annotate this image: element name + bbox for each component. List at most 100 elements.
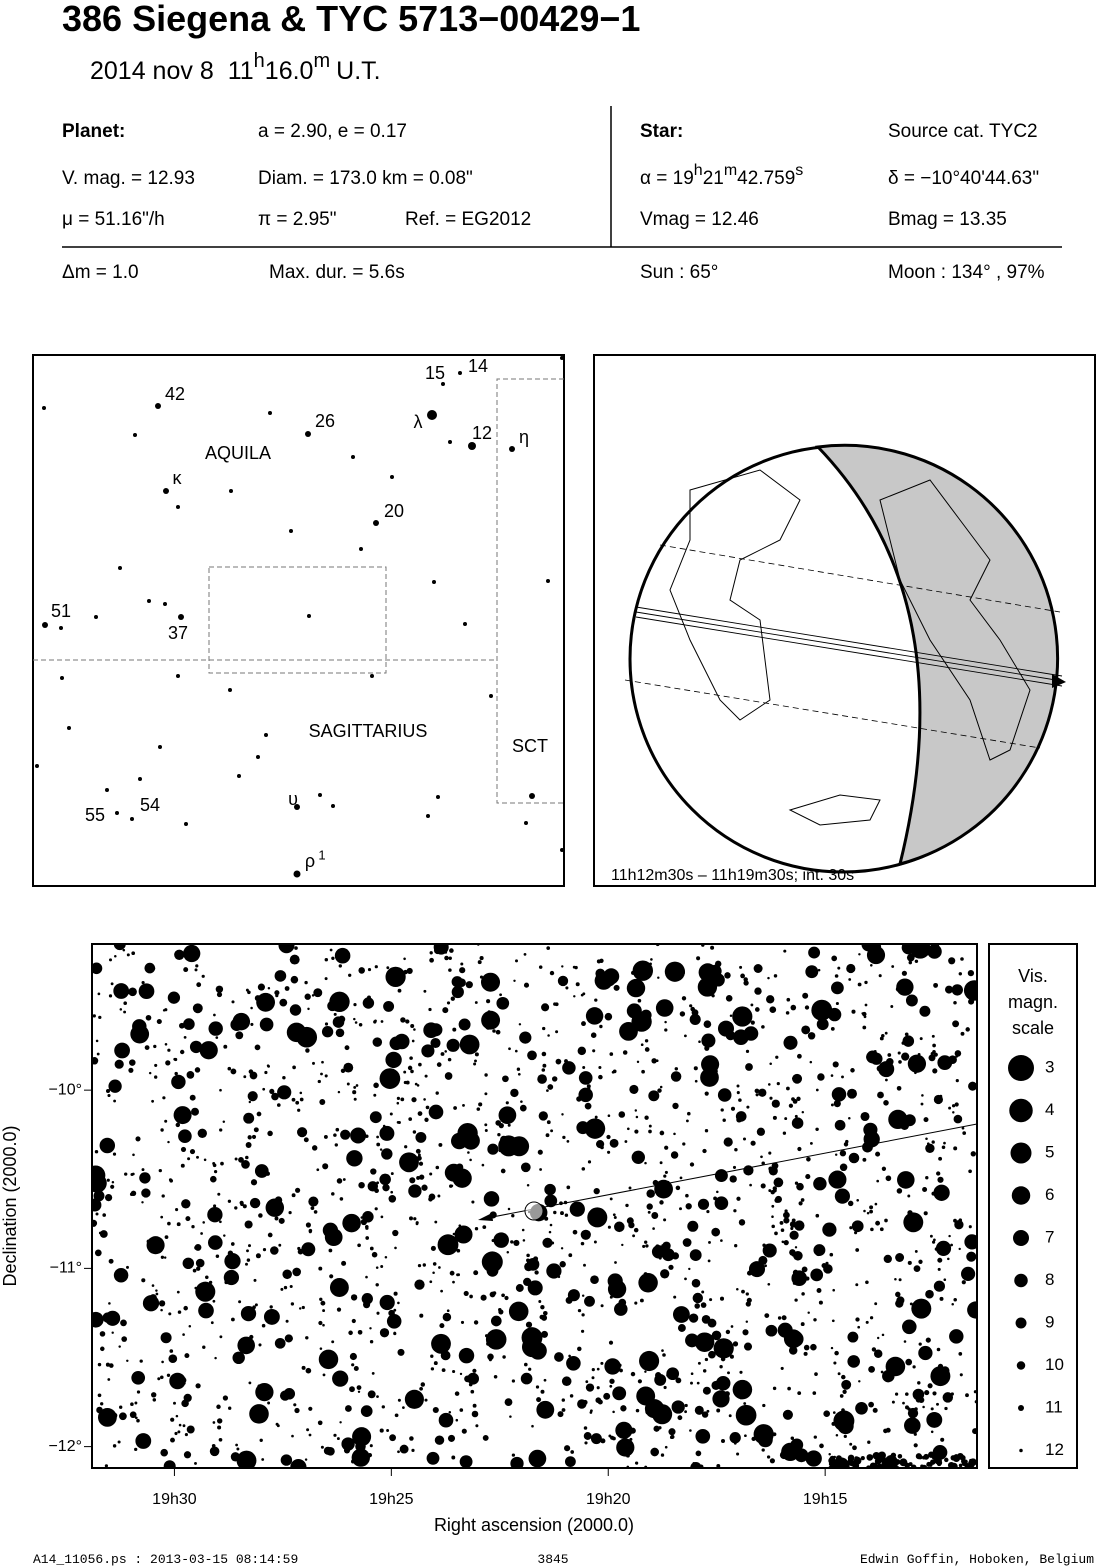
star: [234, 1206, 238, 1210]
star: [607, 1279, 627, 1299]
star: [654, 1373, 667, 1386]
star: [851, 1358, 857, 1363]
star: [738, 1219, 746, 1226]
star: [429, 951, 433, 955]
star: [696, 956, 701, 961]
legend-label: 9: [1045, 1312, 1054, 1331]
star: [167, 991, 181, 1004]
star: [808, 946, 821, 959]
star: [954, 1220, 964, 1230]
star: [295, 1187, 301, 1193]
star: [961, 1458, 967, 1464]
finder-star: [318, 793, 322, 797]
star: [324, 977, 328, 981]
star: [331, 1192, 335, 1196]
star: [528, 1367, 532, 1371]
star: [170, 1437, 175, 1443]
star: [487, 1143, 499, 1155]
star: [189, 1149, 196, 1155]
star: [371, 1251, 378, 1258]
star: [723, 1137, 733, 1147]
star: [815, 1127, 819, 1132]
star: [689, 1013, 701, 1025]
star: [901, 1041, 905, 1045]
star: [310, 1206, 315, 1210]
star: [702, 968, 706, 972]
star: [248, 1100, 252, 1104]
star: [604, 1012, 613, 1021]
star: [379, 1173, 391, 1185]
star: [169, 1178, 174, 1183]
star: [160, 1128, 164, 1132]
star: [583, 1432, 592, 1440]
star: [685, 1193, 689, 1198]
star: [566, 1140, 570, 1143]
star: [194, 1461, 197, 1465]
star: [456, 1248, 461, 1253]
star: [262, 1087, 266, 1091]
star: [236, 1447, 240, 1451]
star: [277, 1103, 281, 1107]
x-tick-label: 19h15: [803, 1491, 848, 1508]
star: [472, 1368, 477, 1373]
star: [608, 1434, 612, 1438]
star: [297, 1108, 301, 1112]
star: [748, 1261, 766, 1278]
x-tick-label: 19h25: [369, 1491, 414, 1508]
star: [430, 1354, 434, 1358]
x-axis-label: Right ascension (2000.0): [434, 1515, 634, 1535]
star: [632, 1234, 636, 1238]
star: [863, 1209, 866, 1213]
star: [750, 1413, 754, 1417]
star: [668, 1428, 676, 1436]
star: [564, 1456, 576, 1468]
star: [801, 1110, 805, 1114]
star: [513, 979, 516, 982]
star: [803, 1344, 810, 1351]
star: [483, 1191, 500, 1207]
star: [403, 957, 406, 961]
star: [167, 1140, 170, 1144]
star: [650, 958, 653, 961]
star: [344, 1045, 350, 1051]
star: [628, 1186, 632, 1190]
star: [644, 1047, 650, 1052]
star: [879, 1036, 884, 1041]
star: [634, 1129, 639, 1134]
star: [130, 1402, 134, 1406]
star: [966, 1251, 977, 1262]
star: [255, 1253, 261, 1259]
star: [417, 1263, 422, 1268]
finder-star: [115, 811, 119, 815]
star: [590, 1032, 597, 1038]
star: [782, 1131, 787, 1135]
star: [200, 1232, 203, 1235]
star: [379, 1428, 384, 1433]
star: [952, 1020, 960, 1028]
star: [903, 1114, 916, 1127]
star: [111, 1180, 115, 1184]
star: [961, 1126, 965, 1130]
star: [954, 1050, 962, 1057]
star: [497, 1133, 501, 1137]
star: [354, 1021, 358, 1024]
star: [855, 1317, 860, 1322]
star: [790, 1436, 795, 1441]
star: [546, 1120, 551, 1125]
star: [739, 965, 743, 969]
star: [411, 1179, 415, 1183]
star: [659, 1130, 665, 1136]
star: [415, 1148, 421, 1154]
finder-star: [390, 475, 394, 479]
star: [474, 1227, 479, 1231]
star: [317, 1079, 321, 1084]
star: [428, 1193, 436, 1201]
star: [173, 1106, 192, 1125]
finder-star: [118, 566, 122, 570]
star: [157, 1377, 161, 1381]
star: [274, 970, 287, 982]
star: [349, 1352, 357, 1361]
star: [670, 1151, 679, 1159]
star: [646, 1203, 653, 1210]
star: [409, 1216, 413, 1221]
